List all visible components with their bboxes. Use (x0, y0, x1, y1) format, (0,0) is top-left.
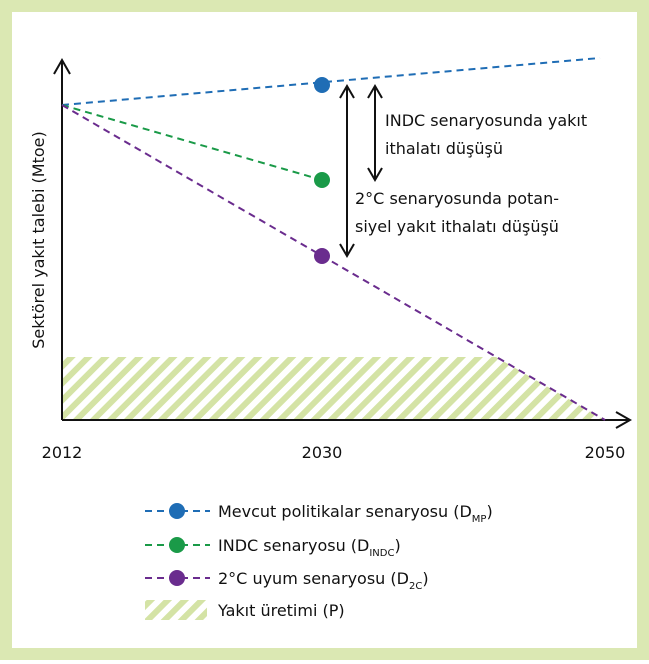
legend-entry: Mevcut politikalar senaryosu (DMP) (218, 502, 493, 525)
mp-dot (314, 77, 330, 93)
annotation: ithalatı düşüşü (385, 139, 503, 158)
y-axis-label: Sektörel yakıt talebi (Mtoe) (29, 131, 48, 349)
mp-line (61, 57, 601, 106)
annotation: INDC senaryosunda yakıt (385, 111, 587, 130)
legend-entry: 2°C uyum senaryosu (D2C) (218, 569, 429, 592)
x-label: 2050 (585, 443, 626, 462)
y-axis (53, 57, 71, 420)
legend-hatch (145, 600, 207, 620)
arrow-indc (367, 84, 383, 182)
legend-dot (169, 570, 185, 586)
arrow-2c (339, 84, 355, 258)
2c-dot (314, 248, 330, 264)
x-label: 2012 (42, 443, 83, 462)
x-axis (62, 411, 633, 429)
legend-dot (169, 503, 185, 519)
legend-entry: Yakıt üretimi (P) (217, 601, 345, 620)
2c-line (61, 104, 606, 421)
annotation: 2°C senaryosunda potan- (355, 189, 559, 208)
legend-entry: INDC senaryosu (DINDC) (218, 536, 401, 559)
annotation: siyel yakıt ithalatı düşüşü (355, 217, 559, 236)
legend-dot (169, 537, 185, 553)
indc-line (61, 104, 323, 181)
indc-dot (314, 172, 330, 188)
panel (12, 12, 637, 648)
production-area (62, 357, 605, 420)
x-label: 2030 (302, 443, 343, 462)
